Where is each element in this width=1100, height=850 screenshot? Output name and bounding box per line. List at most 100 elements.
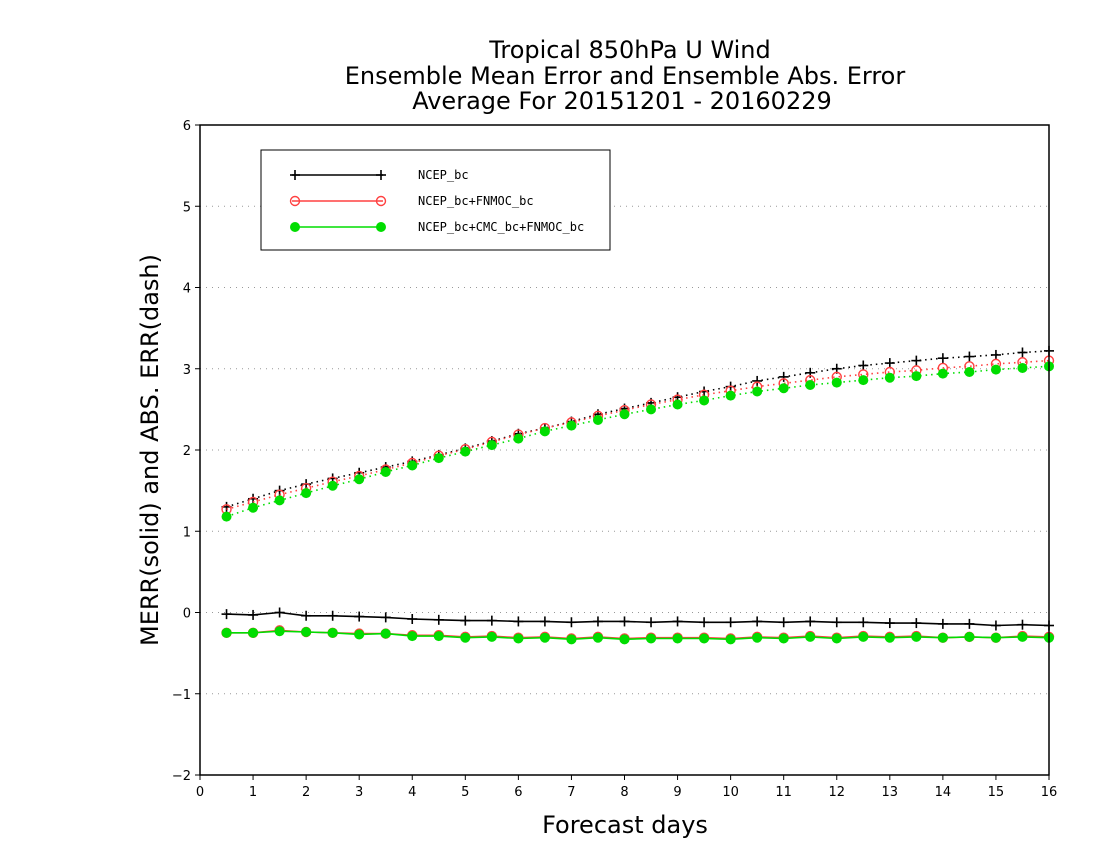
- point-ncep-cmc-fnmoc-merr: [460, 632, 471, 643]
- point-ncep-cmc-fnmoc-abs-err: [805, 380, 816, 390]
- point-ncep-bc-merr: [380, 612, 391, 623]
- point-ncep-cmc-fnmoc-abs-err: [725, 390, 736, 401]
- x-tick-label: 14: [935, 785, 952, 800]
- point-ncep-cmc-fnmoc-abs-err: [911, 371, 922, 382]
- point-ncep-bc-merr: [460, 615, 471, 626]
- series-layer: [221, 345, 1055, 645]
- point-ncep-cmc-fnmoc-merr: [725, 634, 736, 645]
- point-ncep-cmc-fnmoc-abs-err: [592, 414, 603, 425]
- point-ncep-cmc-fnmoc-abs-err: [380, 466, 391, 477]
- x-tick-label: 7: [567, 785, 575, 800]
- point-ncep-bc-abs-err: [1017, 347, 1028, 358]
- point-ncep-bc-merr: [592, 616, 603, 627]
- legend-box: [260, 149, 611, 251]
- point-ncep-bc-abs-err: [937, 353, 948, 364]
- y-tick-label: 4: [183, 282, 191, 297]
- y-tick-label: −1: [172, 688, 191, 703]
- x-tick-label: 3: [355, 785, 363, 800]
- point-ncep-cmc-fnmoc-abs-err: [248, 502, 259, 513]
- point-ncep-bc-abs-err: [884, 358, 895, 369]
- point-ncep-bc-merr: [858, 617, 869, 628]
- point-ncep-bc-merr: [725, 617, 736, 628]
- point-ncep-cmc-fnmoc-merr: [380, 628, 391, 639]
- point-ncep-cmc-fnmoc-abs-err: [699, 395, 710, 406]
- point-ncep-cmc-fnmoc-merr: [937, 632, 948, 643]
- point-ncep-cmc-fnmoc-merr: [884, 632, 895, 643]
- point-ncep-cmc-fnmoc-abs-err: [566, 420, 577, 431]
- point-ncep-bc-merr: [964, 618, 975, 629]
- x-tick-label: 10: [722, 785, 739, 800]
- legend-marker-right-ncep-bc: [376, 170, 386, 180]
- x-tick-label: 13: [882, 785, 899, 800]
- point-ncep-bc-abs-err: [858, 360, 869, 371]
- point-ncep-bc-abs-err: [911, 355, 922, 366]
- x-tick-label: 16: [1041, 785, 1058, 800]
- point-ncep-cmc-fnmoc-abs-err: [990, 364, 1001, 375]
- point-ncep-bc-merr: [937, 618, 948, 629]
- legend-marker-left-ncep-cmc-fnmoc: [290, 222, 300, 232]
- x-tick-label: 12: [828, 785, 845, 800]
- point-ncep-bc-merr: [1017, 619, 1028, 630]
- chart-title-line-3: Average For 20151201 - 20160229: [412, 87, 832, 115]
- series-ncep-cmc-fnmoc-abs-err-line: [226, 365, 1050, 518]
- point-ncep-cmc-fnmoc-abs-err: [831, 377, 842, 388]
- x-tick-label: 2: [302, 785, 310, 800]
- point-ncep-bc-merr: [407, 614, 418, 624]
- point-ncep-cmc-fnmoc-abs-err: [274, 495, 285, 506]
- point-ncep-cmc-fnmoc-merr: [778, 633, 789, 644]
- legend-label-ncep-bc: NCEP_bc: [418, 168, 469, 182]
- point-ncep-bc-merr: [990, 620, 1001, 631]
- chart-title-line-1: Tropical 850hPa U Wind: [488, 36, 771, 64]
- point-ncep-bc-merr: [619, 616, 630, 627]
- point-ncep-cmc-fnmoc-merr: [566, 634, 577, 645]
- legend-marker-left-ncep-fnmoc: [289, 195, 301, 207]
- x-tick-label: 15: [988, 785, 1005, 800]
- x-tick-label: 9: [673, 785, 681, 800]
- point-ncep-cmc-fnmoc-abs-err: [778, 383, 789, 394]
- point-ncep-bc-merr: [486, 615, 497, 626]
- point-ncep-cmc-fnmoc-abs-err: [221, 511, 232, 522]
- point-ncep-cmc-fnmoc-abs-err: [354, 474, 365, 485]
- point-ncep-cmc-fnmoc-abs-err: [539, 426, 550, 437]
- point-ncep-bc-merr: [911, 618, 922, 629]
- point-ncep-cmc-fnmoc-abs-err: [858, 375, 869, 386]
- series-ncep-fnmoc-abs-err-line: [226, 359, 1050, 511]
- legend-marker-right-ncep-fnmoc: [375, 195, 387, 207]
- y-tick-label: 0: [183, 607, 191, 622]
- y-tick-label: 2: [183, 444, 191, 459]
- point-ncep-bc-merr: [831, 617, 842, 628]
- point-ncep-cmc-fnmoc-abs-err: [619, 409, 630, 420]
- point-ncep-bc-merr: [646, 617, 657, 628]
- point-ncep-cmc-fnmoc-merr: [964, 631, 975, 642]
- point-ncep-bc-merr: [752, 616, 763, 627]
- chart-title-line-2: Ensemble Mean Error and Ensemble Abs. Er…: [345, 62, 906, 90]
- legend: NCEP_bc NCEP_bc+FNMOC_bc NCEP_bc+CMC_bc+FN…: [260, 149, 611, 251]
- point-ncep-cmc-fnmoc-abs-err: [407, 460, 418, 471]
- point-ncep-cmc-fnmoc-merr: [301, 627, 312, 637]
- point-ncep-bc-abs-err: [964, 351, 975, 362]
- point-ncep-cmc-fnmoc-abs-err: [884, 372, 895, 383]
- point-ncep-cmc-fnmoc-merr: [646, 633, 657, 644]
- point-ncep-cmc-fnmoc-abs-err: [513, 433, 524, 444]
- point-ncep-cmc-fnmoc-merr: [592, 632, 603, 643]
- y-tick-label: −2: [172, 769, 191, 784]
- point-ncep-bc-abs-err: [752, 375, 763, 386]
- x-axis-label: Forecast days: [542, 811, 708, 839]
- point-ncep-cmc-fnmoc-merr: [539, 632, 550, 643]
- x-tick-label: 5: [461, 785, 469, 800]
- point-ncep-cmc-fnmoc-abs-err: [937, 368, 948, 379]
- y-tick-label: 1: [183, 525, 191, 540]
- point-ncep-bc-merr: [805, 616, 816, 627]
- point-ncep-cmc-fnmoc-merr: [831, 633, 842, 644]
- point-ncep-cmc-fnmoc-merr: [354, 629, 365, 640]
- point-ncep-bc-merr: [539, 616, 550, 627]
- x-tick-label: 0: [196, 785, 204, 800]
- x-tick-label: 6: [514, 785, 522, 800]
- point-ncep-bc-abs-err: [990, 349, 1001, 360]
- point-ncep-cmc-fnmoc-abs-err: [646, 404, 657, 415]
- point-ncep-bc-merr: [301, 610, 312, 621]
- y-tick-label: 3: [183, 363, 191, 378]
- point-ncep-cmc-fnmoc-abs-err: [486, 440, 497, 451]
